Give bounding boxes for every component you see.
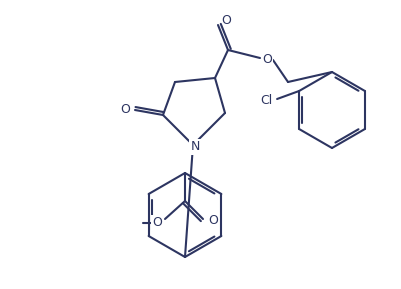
Text: O: O [120,103,130,116]
Text: O: O [152,216,162,229]
Text: O: O [221,14,230,27]
Text: O: O [261,53,271,66]
Text: O: O [208,214,217,227]
Text: N: N [190,140,199,153]
Text: Cl: Cl [259,95,271,108]
